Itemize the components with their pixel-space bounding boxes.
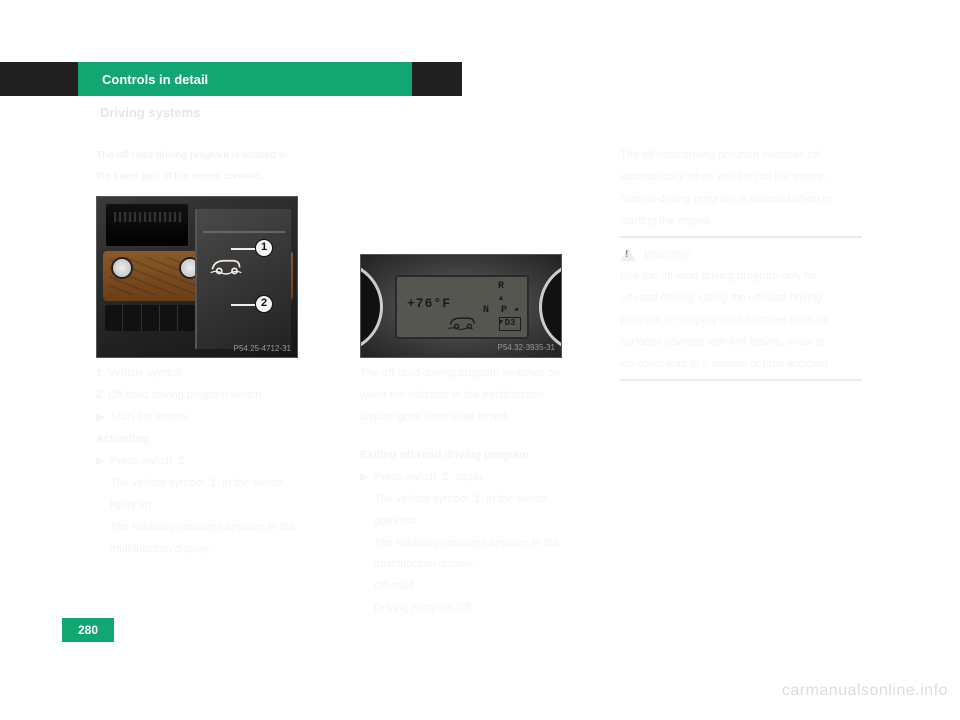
result-line-4: multifunction display: — [96, 542, 346, 558]
step-press-switch: ▶ Press switch 2. — [96, 454, 346, 470]
instrument-cluster-photo: +76°F R▲N P ◂▼ D3 P54.32-3935-31 — [360, 254, 562, 358]
exit-r1: The vehicle symbol 1 in the switch — [360, 492, 610, 508]
callout-1-line: 1 Vehicle symbol — [96, 366, 346, 382]
warning-header: ! Warning! — [620, 246, 862, 263]
header-subtitle: Driving systems — [100, 105, 200, 120]
page-number: 280 — [62, 618, 114, 642]
col2-p1: The off-road driving program switches on — [360, 366, 610, 382]
photo-id-2: P54.32-3935-31 — [498, 342, 555, 354]
exit-r5: Off-road — [360, 579, 610, 595]
header-green-bar: Controls in detail — [78, 62, 412, 96]
col2-p2: when the indicator in the multifunction — [360, 388, 610, 404]
warning-divider-top — [620, 236, 862, 238]
manual-page: Controls in detail Driving systems The o… — [0, 0, 960, 720]
exit-r2: goes out. — [360, 514, 610, 530]
activating-heading: Activating — [96, 432, 346, 448]
warn-l5: ice could lead to a serious or fatal acc… — [620, 357, 862, 373]
center-console-photo: 1 2 P54.25-4712-31 — [96, 196, 298, 358]
col3-p3: Normal driving program is selected when … — [620, 192, 862, 208]
gauge-icon — [111, 257, 133, 279]
photo-id: P54.25-4712-31 — [234, 343, 291, 355]
lower-dash — [195, 209, 291, 349]
warning-triangle-icon: ! — [620, 247, 636, 261]
lcd-offroad-icon — [445, 315, 481, 331]
callout-line-2 — [231, 304, 255, 306]
header-title: Controls in detail — [102, 72, 208, 87]
radio-unit — [105, 203, 189, 247]
right-gauge-icon — [539, 261, 562, 353]
intro-line-b: the lower part of the center console. — [96, 169, 346, 184]
result-line-2: lights up. — [96, 498, 346, 514]
exit-r3: The following message appears in the — [360, 536, 610, 552]
col3-p2: automatically when you turn off the engi… — [620, 170, 862, 186]
result-line-3: The following message appears in the — [96, 520, 346, 536]
left-gauge-icon — [360, 261, 383, 353]
column-1: The off-road driving program is located … — [96, 148, 346, 564]
callout-2-line: 2 Off-road driving program switch — [96, 388, 346, 404]
lcd-temperature: +76°F — [407, 295, 451, 314]
multifunction-display: +76°F R▲N P ◂▼ D3 — [395, 275, 529, 339]
exit-step: ▶ Press switch 2 again. — [360, 470, 610, 486]
warn-l3: program on slippery road surfaces such a… — [620, 313, 862, 329]
callout-line-1 — [231, 248, 255, 250]
intro-line-a: The off-road driving program is located … — [96, 148, 346, 163]
column-2: +76°F R▲N P ◂▼ D3 P54.32-3935-31 The off… — [360, 254, 610, 623]
warn-l1: Use the off-road driving program only fo… — [620, 269, 862, 285]
exit-r6: Driving Program Off — [360, 601, 610, 617]
col3-p4: starting the engine. — [620, 214, 862, 230]
warning-title: Warning! — [644, 246, 692, 263]
col3-p1: The off-road driving program switches of… — [620, 148, 862, 164]
warn-l2: off-road driving. Using the off-road dri… — [620, 291, 862, 307]
warn-l4: surfaces covered with wet leaves, snow o… — [620, 335, 862, 351]
step-start-engine: ▶ Start the engine. — [96, 410, 346, 426]
exit-r4: multifunction display: — [360, 557, 610, 573]
result-line-1: The vehicle symbol 1 in the switch — [96, 476, 346, 492]
lcd-d3-indicator: D3 — [499, 317, 521, 331]
watermark: carmanualsonline.info — [782, 682, 948, 700]
offroad-switch-icon — [209, 253, 243, 277]
exit-heading: Exiting off-road driving program — [360, 448, 610, 464]
warning-divider-bottom — [620, 379, 862, 381]
column-3: The off-road driving program switches of… — [620, 148, 862, 389]
col2-p3: display goes from white to red. — [360, 410, 610, 426]
